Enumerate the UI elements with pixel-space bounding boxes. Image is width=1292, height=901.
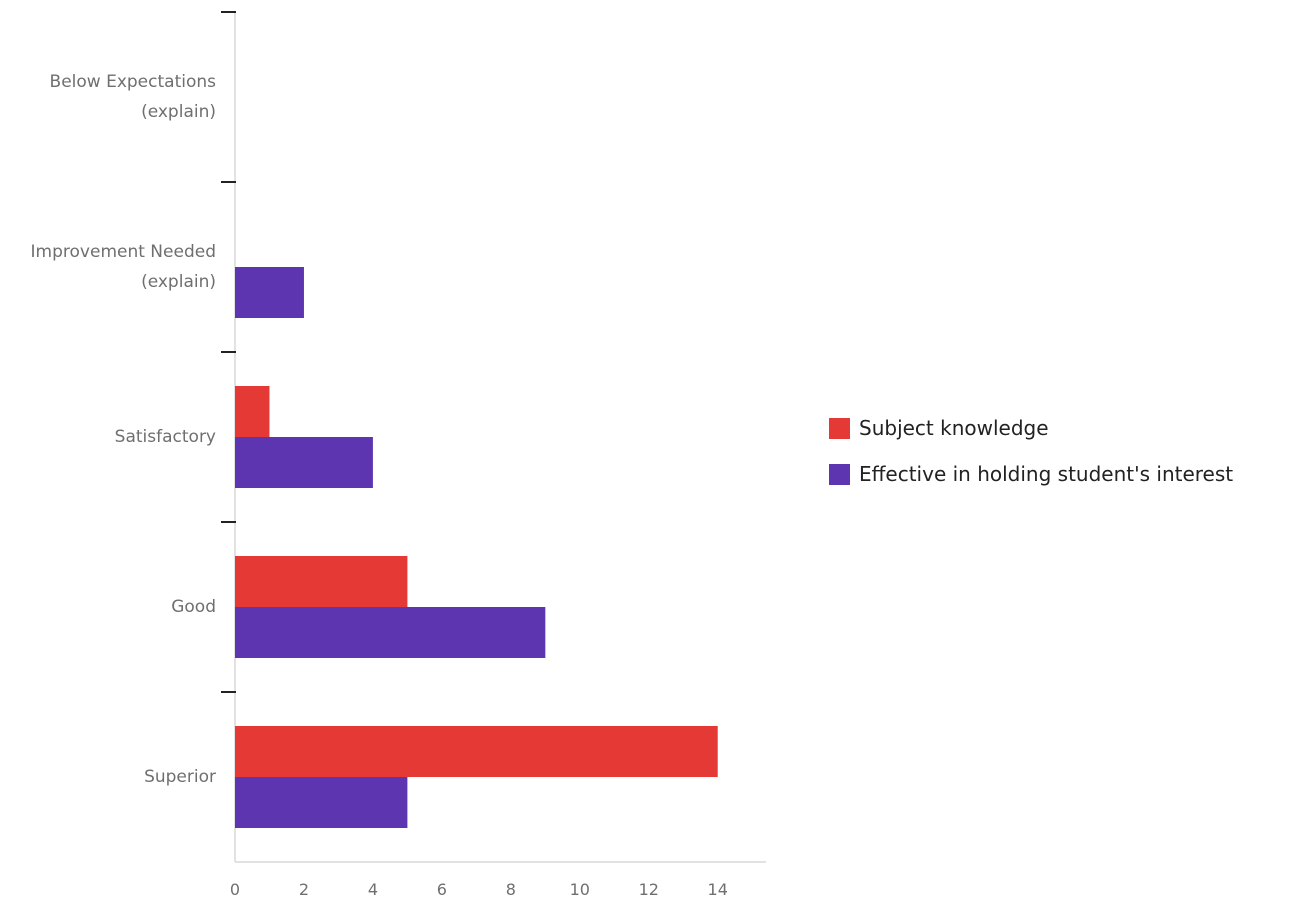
x-tick-label: 0 [230, 880, 240, 899]
bar-effective-interest [235, 267, 304, 318]
legend-swatch-effective-interest [829, 464, 850, 485]
bar-subject-knowledge [235, 726, 718, 777]
x-tick-label: 2 [299, 880, 309, 899]
x-tick-label: 6 [437, 880, 447, 899]
legend: Subject knowledge Effective in holding s… [829, 412, 1233, 504]
category-label: Superior [0, 762, 216, 792]
category-label-line: Superior [0, 762, 216, 792]
category-label: Improvement Needed (explain) [0, 237, 216, 297]
legend-label-subject-knowledge: Subject knowledge [859, 412, 1049, 444]
category-label-line: Good [0, 592, 216, 622]
bar-subject-knowledge [235, 386, 269, 437]
category-label-line: Below Expectations [0, 67, 216, 97]
category-label-line: Improvement Needed [0, 237, 216, 267]
legend-item-effective-interest: Effective in holding student's interest [829, 458, 1233, 504]
legend-swatch-subject-knowledge [829, 418, 850, 439]
x-tick-label: 12 [639, 880, 659, 899]
legend-item-subject-knowledge: Subject knowledge [829, 412, 1233, 458]
bar-effective-interest [235, 437, 373, 488]
bar-subject-knowledge [235, 556, 407, 607]
category-label: Satisfactory [0, 422, 216, 452]
bar-effective-interest [235, 777, 407, 828]
x-tick-label: 14 [708, 880, 728, 899]
category-label-line: Satisfactory [0, 422, 216, 452]
category-label: Below Expectations (explain) [0, 67, 216, 127]
category-label-line: (explain) [0, 267, 216, 297]
category-label: Good [0, 592, 216, 622]
x-tick-label: 4 [368, 880, 378, 899]
legend-label-effective-interest: Effective in holding student's interest [859, 458, 1233, 490]
bar-effective-interest [235, 607, 545, 658]
category-label-line: (explain) [0, 97, 216, 127]
x-tick-label: 10 [570, 880, 590, 899]
x-tick-label: 8 [506, 880, 516, 899]
